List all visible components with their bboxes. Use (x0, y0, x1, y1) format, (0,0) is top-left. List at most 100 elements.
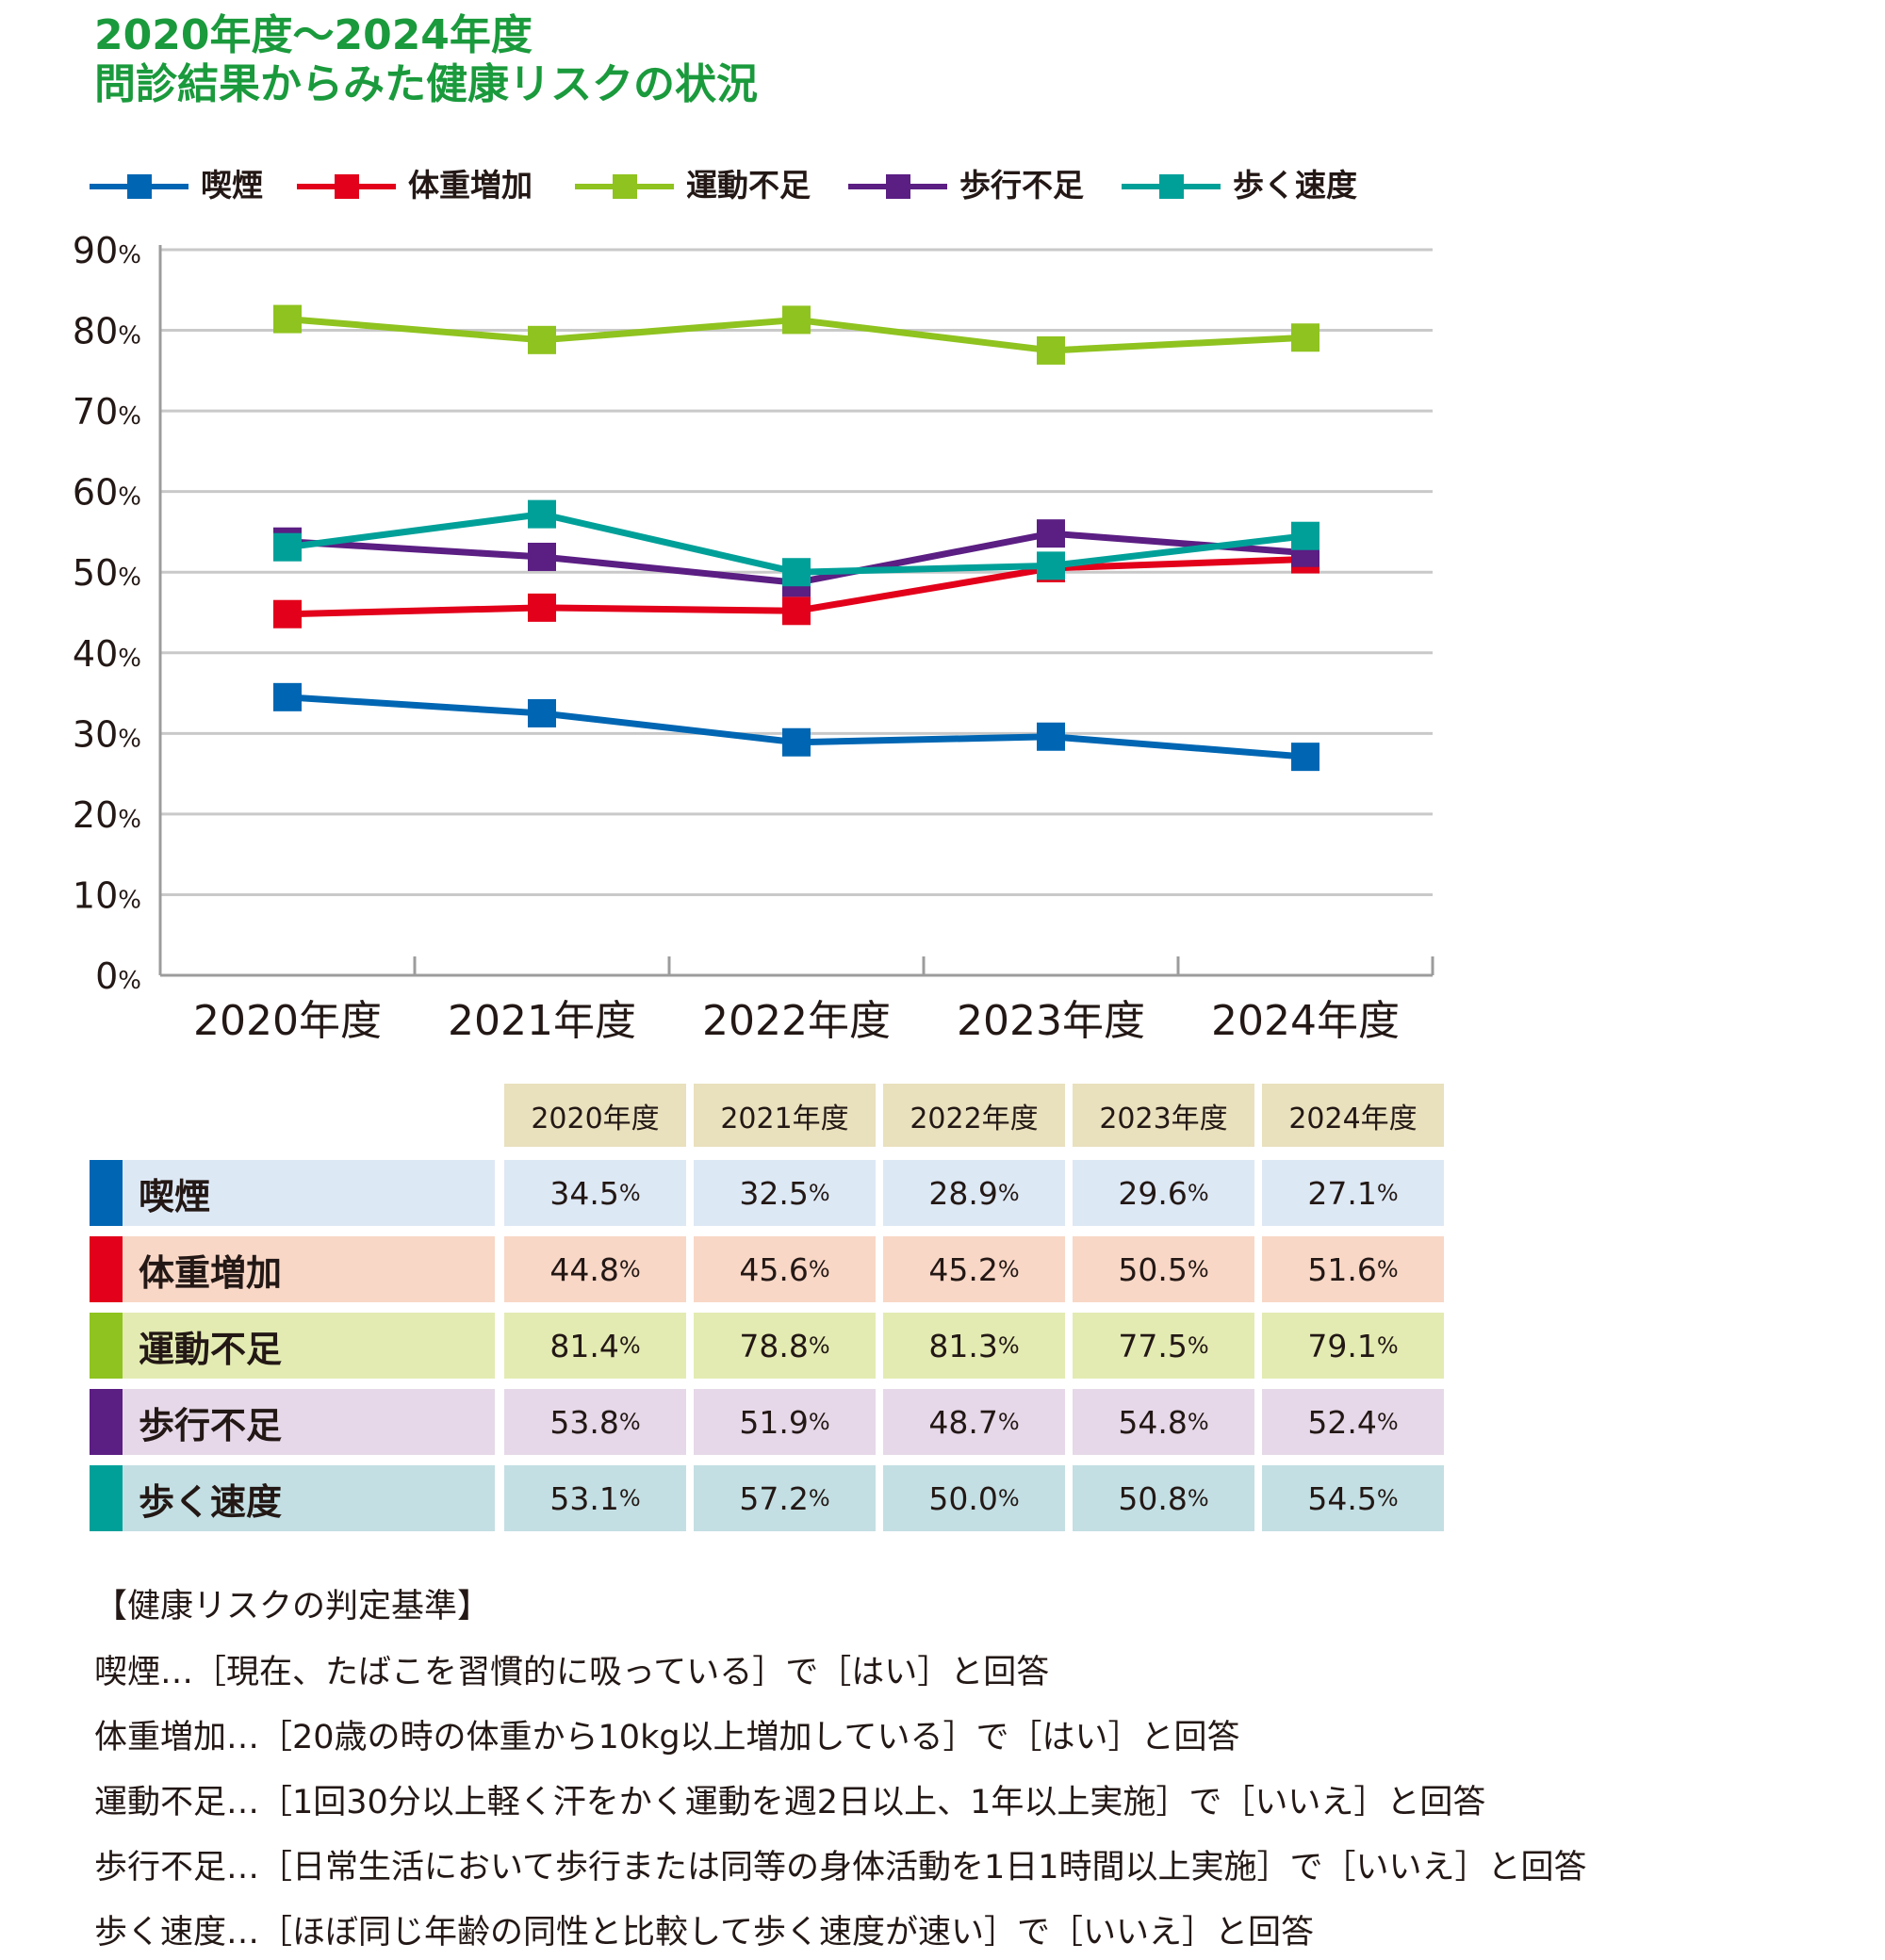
y-tick-label: 60% (73, 472, 141, 514)
cell-value: 79.1 (1307, 1327, 1377, 1364)
cell-value: 78.8 (739, 1327, 809, 1364)
cell-unit: % (1376, 1409, 1399, 1435)
x-tick-label: 2023年度 (957, 997, 1145, 1045)
cell-unit: % (997, 1485, 1020, 1511)
cell-value: 28.9 (928, 1174, 998, 1212)
x-tick-label: 2020年度 (193, 997, 382, 1045)
table-cell: 51.9% (694, 1389, 876, 1455)
table-header-cell: 2024年度 (1262, 1084, 1444, 1147)
table-cell: 28.9% (883, 1160, 1065, 1226)
criteria-line: 体重増加…［20歳の時の体重から10kg以上増加している］で［はい］と回答 (94, 1719, 1240, 1756)
table-row-label: 喫煙 (90, 1160, 495, 1226)
cell-value: 27.1 (1307, 1174, 1377, 1212)
cell-value: 57.2 (739, 1479, 809, 1517)
legend-marker (613, 174, 637, 199)
data-point (273, 682, 302, 711)
table-cell: 78.8% (694, 1313, 876, 1379)
cell-value: 51.9 (739, 1403, 809, 1441)
y-tick-label: 40% (73, 633, 141, 675)
row-color-swatch (90, 1160, 123, 1226)
row-label-text: 喫煙 (139, 1175, 211, 1217)
cell-value: 77.5 (1118, 1327, 1188, 1364)
cell-unit: % (808, 1332, 830, 1359)
cell-unit: % (1187, 1180, 1209, 1206)
table-header-cell: 2023年度 (1073, 1084, 1254, 1147)
data-point (1291, 323, 1320, 352)
cell-unit: % (618, 1332, 641, 1359)
x-tick-label: 2022年度 (702, 997, 891, 1045)
data-point (1037, 335, 1065, 365)
table-row-label: 運動不足 (90, 1313, 495, 1379)
cell-unit: % (1376, 1332, 1399, 1359)
table-cell: 32.5% (694, 1160, 876, 1226)
legend-label: 喫煙 (201, 167, 263, 204)
legend-label: 歩く速度 (1233, 167, 1357, 204)
table-cell: 52.4% (1262, 1389, 1444, 1455)
data-point (1291, 521, 1320, 550)
chart-title-line2: 問診結果からみた健康リスクの状況 (94, 60, 758, 108)
data-point (528, 325, 556, 354)
row-label-text: 歩く速度 (139, 1480, 283, 1523)
table-cell: 45.6% (694, 1236, 876, 1302)
y-tick-label: 10% (73, 874, 141, 916)
cell-value: 54.8 (1118, 1403, 1188, 1441)
cell-unit: % (618, 1485, 641, 1511)
table-cell: 50.8% (1073, 1465, 1254, 1531)
cell-unit: % (618, 1180, 641, 1206)
chart-title-line1: 2020年度〜2024年度 (94, 11, 533, 59)
row-color-swatch (90, 1236, 123, 1302)
table-cell: 57.2% (694, 1465, 876, 1531)
legend-label: 体重増加 (408, 167, 533, 204)
cell-value: 50.5 (1118, 1250, 1188, 1288)
cell-unit: % (1187, 1485, 1209, 1511)
cell-unit: % (1187, 1256, 1209, 1282)
cell-value: 81.4 (549, 1327, 619, 1364)
y-tick-label: 90% (73, 230, 141, 271)
cell-unit: % (1376, 1485, 1399, 1511)
table-cell: 44.8% (504, 1236, 686, 1302)
data-point (782, 727, 811, 757)
table-header-cell: 2021年度 (694, 1084, 876, 1147)
y-tick-label: 0% (95, 956, 141, 997)
cell-unit: % (808, 1485, 830, 1511)
x-tick-label: 2024年度 (1211, 997, 1400, 1045)
data-point (1037, 519, 1065, 548)
table-row-label: 歩行不足 (90, 1389, 495, 1455)
legend-label: 運動不足 (686, 167, 811, 204)
table-cell: 51.6% (1262, 1236, 1444, 1302)
table-row-label: 歩く速度 (90, 1465, 495, 1531)
criteria-line: 運動不足…［1回30分以上軽く汗をかく運動を週2日以上、1年以上実施］で［いいえ… (94, 1784, 1486, 1821)
line-chart: 0% 10% 20% 30% 40% 50% 60% 70% 80% 90% 2020年度 2021年… (73, 230, 1434, 1045)
table-cell: 54.5% (1262, 1465, 1444, 1531)
cell-unit: % (997, 1180, 1020, 1206)
row-color-swatch (90, 1389, 123, 1455)
cell-value: 53.8 (549, 1403, 619, 1441)
table-row-label: 体重増加 (90, 1236, 495, 1302)
cell-unit: % (1376, 1256, 1399, 1282)
cell-unit: % (618, 1409, 641, 1435)
table-cell: 53.8% (504, 1389, 686, 1455)
legend-marker (335, 174, 359, 199)
data-point (782, 305, 811, 335)
data-point (273, 304, 302, 334)
cell-value: 45.6 (739, 1250, 809, 1288)
data-point (528, 499, 556, 529)
data-point (273, 599, 302, 629)
y-tick-label: 30% (73, 713, 141, 755)
data-point (1037, 722, 1065, 751)
cell-value: 53.1 (549, 1479, 619, 1517)
table-header-cell: 2020年度 (504, 1084, 686, 1147)
cell-value: 51.6 (1307, 1250, 1377, 1288)
criteria-line: 歩く速度…［ほぼ同じ年齢の同性と比較して歩く速度が速い］で［いいえ］と回答 (94, 1914, 1314, 1952)
criteria-line: 歩行不足…［日常生活において歩行または同等の身体活動を1日1時間以上実施］で［い… (94, 1849, 1587, 1886)
table-header-cell: 2022年度 (883, 1084, 1065, 1147)
cell-value: 81.3 (928, 1327, 998, 1364)
table-cell: 50.0% (883, 1465, 1065, 1531)
legend-marker (886, 174, 910, 199)
cell-value: 52.4 (1307, 1403, 1377, 1441)
cell-unit: % (997, 1409, 1020, 1435)
cell-value: 45.2 (928, 1250, 998, 1288)
cell-value: 34.5 (549, 1174, 619, 1212)
data-point (273, 532, 302, 562)
cell-value: 48.7 (928, 1403, 998, 1441)
